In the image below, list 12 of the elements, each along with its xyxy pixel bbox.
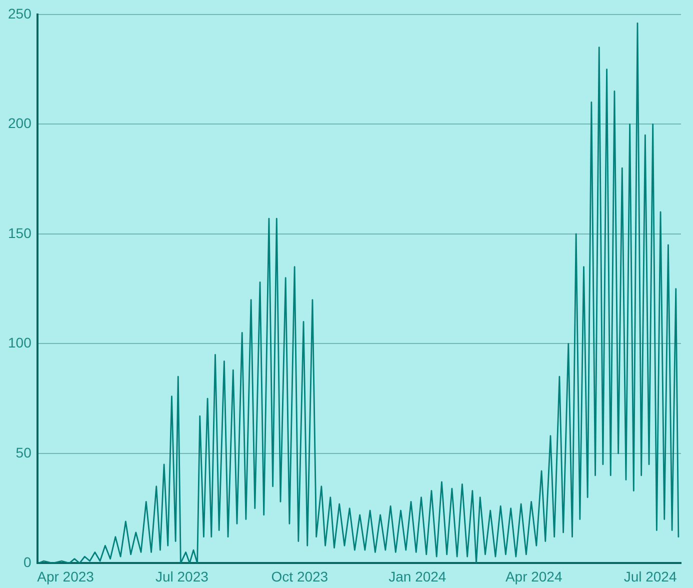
- x-tick-label: Apr 2023: [37, 568, 94, 584]
- x-tick-label: Oct 2023: [271, 568, 328, 584]
- x-tick-label: Jul 2024: [624, 568, 677, 584]
- y-tick-label: 250: [8, 5, 32, 22]
- x-tick-label: Jul 2023: [155, 568, 209, 584]
- y-tick-label: 50: [16, 444, 32, 460]
- x-tick-label: Jan 2024: [388, 568, 446, 584]
- y-tick-label: 150: [8, 224, 32, 241]
- y-tick-label: 100: [8, 334, 32, 351]
- x-tick-label: Apr 2024: [505, 568, 562, 584]
- y-tick-label: 200: [8, 115, 32, 132]
- y-tick-label: 0: [24, 554, 32, 570]
